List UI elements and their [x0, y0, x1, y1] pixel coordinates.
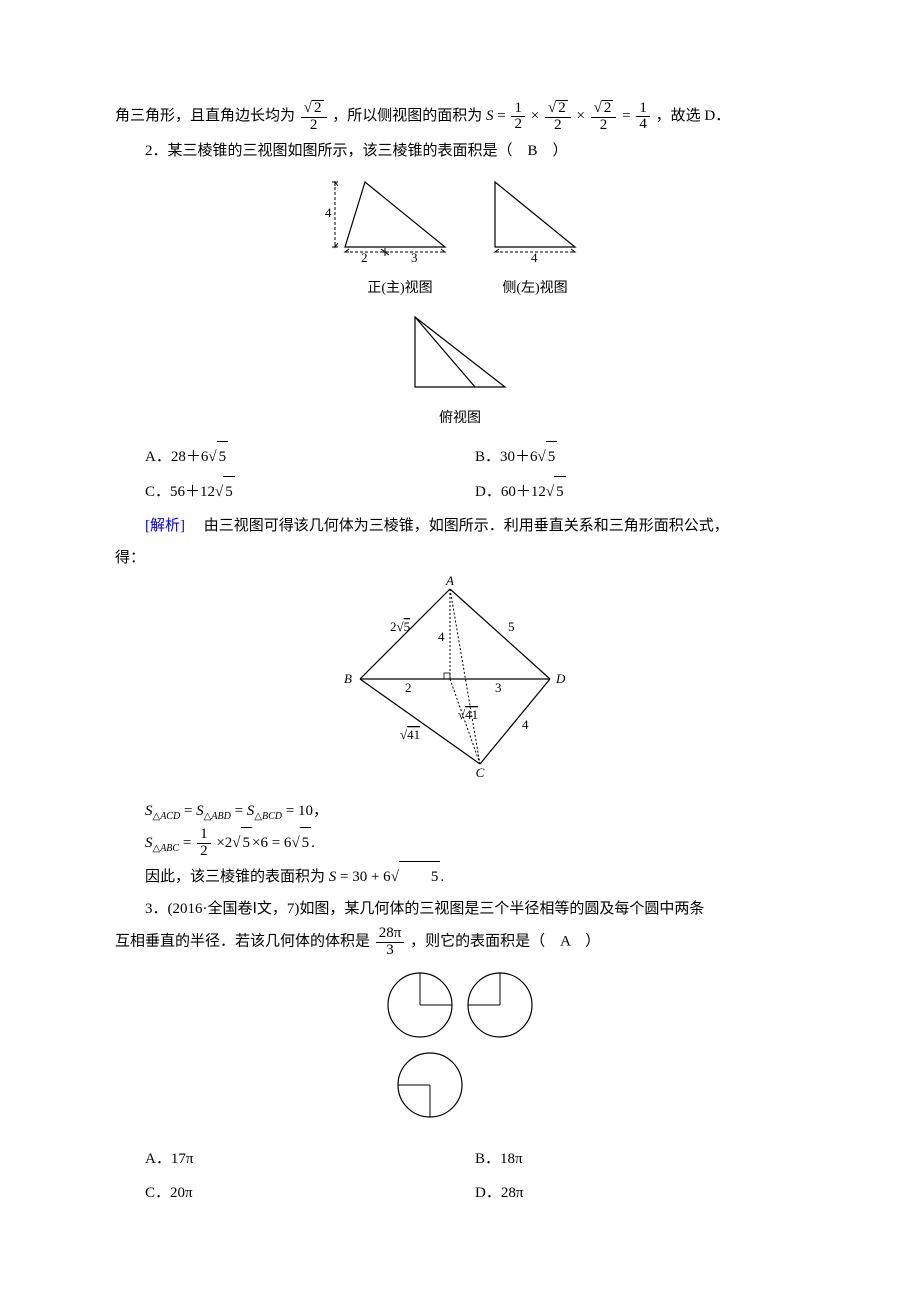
intro-S: S: [486, 108, 494, 124]
q2-views: 4 2 3 正(主)视图 4 侧(左)视图 俯视图: [115, 172, 805, 433]
q3-choices: A．17π B．18π C．20π D．28π: [145, 1142, 805, 1210]
intro-prefix: 角三角形，且直角边长均为: [115, 108, 295, 124]
q2-choice-C: C．56＋12√5: [145, 474, 475, 509]
svg-text:4: 4: [438, 629, 445, 644]
q2-top-view: 俯视图: [115, 307, 805, 433]
intro-tail: ，故选 D．: [656, 108, 731, 124]
q2-result-3: 因此，该三棱锥的表面积为 S = 30 + 6√5.: [115, 861, 805, 892]
q2-front-view: 4 2 3 正(主)视图: [335, 172, 465, 303]
svg-text:√41: √41: [458, 707, 478, 722]
intro-frac4: √2 2: [591, 100, 617, 134]
q2-result-2: S△ABC = 1 2 ×2√5×6 = 6√5.: [145, 827, 805, 860]
intro-line: 角三角形，且直角边长均为 √2 2 ，所以侧视图的面积为 S = 1 2 × √…: [115, 100, 805, 134]
intro-frac3: √2 2: [545, 100, 571, 134]
q3-choice-D: D．28π: [475, 1176, 805, 1210]
top-label: 俯视图: [115, 405, 805, 433]
svg-text:A: A: [445, 573, 454, 588]
q2-diagram: A B D C 2√5 5 4 2 3 √41 4 √41: [115, 579, 805, 790]
svg-text:4: 4: [522, 717, 529, 732]
analysis-text: 由三视图可得该几何体为三棱锥，如图所示．利用垂直关系和三角形面积公式，: [189, 518, 729, 534]
q2-choice-B: B．30＋6√5: [475, 439, 805, 474]
svg-text:2: 2: [405, 680, 412, 695]
q2-stem: 2．某三棱锥的三视图如图所示，该三棱锥的表面积是（ B ）: [115, 136, 805, 166]
q3-circles: [115, 965, 805, 1136]
intro-frac2: 1 2: [511, 101, 525, 134]
q3-choice-A: A．17π: [145, 1142, 475, 1176]
front-h: 4: [325, 205, 332, 220]
q3-stem-2: 互相垂直的半径．若该几何体的体积是 28π 3 ，则它的表面积是（ A ）: [115, 926, 805, 959]
analysis-label: [解析]: [145, 518, 185, 534]
q2-choice-D: D．60＋12√5: [475, 474, 805, 509]
q2-analysis-2: 得：: [115, 543, 805, 573]
q2-result-1: S△ACD = S△ABD = S△BCD = 10，: [145, 796, 805, 827]
q3-choice-C: C．20π: [145, 1176, 475, 1210]
q2-side-view: 4 侧(左)视图: [485, 172, 585, 303]
q3-stem-1: 3．(2016·全国卷Ⅰ文，7)如图，某几何体的三视图是三个半径相等的圆及每个圆…: [115, 894, 805, 924]
svg-text:√41: √41: [400, 727, 420, 742]
q2-choices: A．28＋6√5 B．30＋6√5 C．56＋12√5 D．60＋12√5: [145, 439, 805, 509]
q3-frac: 28π 3: [376, 926, 405, 959]
q2-analysis: [解析] 由三视图可得该几何体为三棱锥，如图所示．利用垂直关系和三角形面积公式，: [115, 511, 805, 541]
svg-text:3: 3: [495, 680, 502, 695]
svg-text:D: D: [555, 671, 566, 686]
side-label: 侧(左)视图: [485, 275, 585, 303]
intro-mid1: ，所以侧视图的面积为: [332, 108, 486, 124]
svg-text:C: C: [476, 765, 485, 780]
front-label: 正(主)视图: [335, 275, 465, 303]
svg-text:5: 5: [508, 619, 515, 634]
q3-choice-B: B．18π: [475, 1142, 805, 1176]
svg-text:4: 4: [531, 250, 538, 265]
q2-choice-A: A．28＋6√5: [145, 439, 475, 474]
intro-frac1: √2 2: [301, 100, 327, 134]
svg-text:B: B: [344, 671, 352, 686]
svg-text:2: 2: [361, 250, 368, 265]
svg-text:3: 3: [411, 250, 418, 265]
intro-frac5: 1 4: [636, 101, 650, 134]
svg-text:2√5: 2√5: [390, 619, 410, 634]
